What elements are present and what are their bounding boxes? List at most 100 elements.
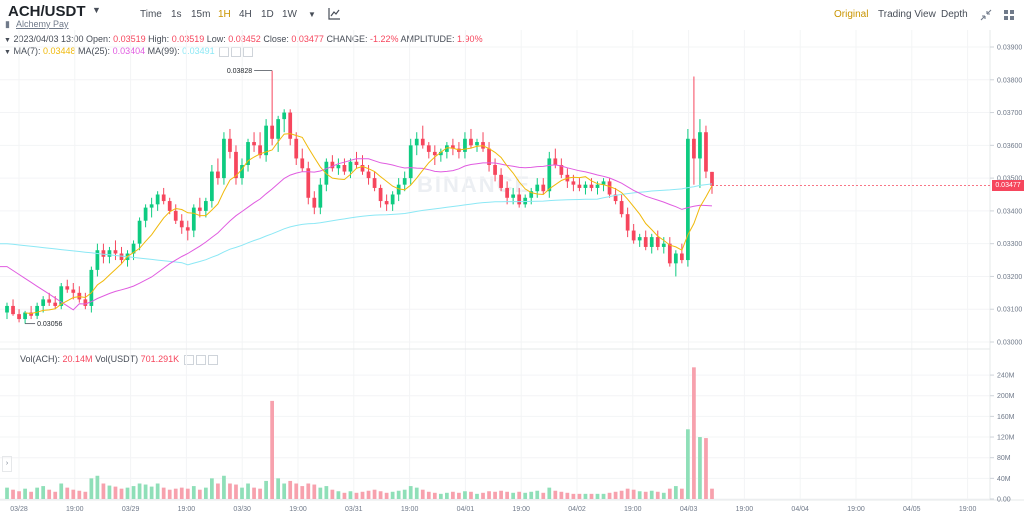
expand-panel-icon[interactable]: › [2, 456, 12, 472]
more-intervals-icon[interactable]: ▼ [308, 10, 316, 19]
candle-body [23, 312, 27, 320]
volume-bar [179, 487, 184, 499]
candle-body [372, 178, 377, 188]
candle-body [300, 158, 305, 169]
volume-bar [149, 486, 154, 499]
candle-body [258, 145, 262, 156]
price-tick-label: 0.03600 [997, 143, 1022, 150]
time-tick-label: 04/02 [568, 506, 586, 513]
candle-body [529, 191, 534, 198]
ma25-label: MA(25): [78, 46, 111, 56]
volume-bar [210, 478, 214, 499]
volume-bar [384, 492, 389, 499]
interval-15m[interactable]: 15m [191, 9, 211, 20]
candle-body [577, 184, 582, 188]
ma99-label: MA(99): [147, 46, 180, 56]
volume-bar [686, 429, 690, 499]
candle-body [547, 158, 552, 192]
volume-bar [475, 493, 479, 499]
vol-hide-icon[interactable] [195, 354, 206, 365]
time-tick-label: 19:00 [959, 506, 977, 513]
candle-body [601, 181, 606, 185]
volume-bar [432, 492, 437, 499]
vol-tick-label: 40M [997, 476, 1011, 483]
chart-indicator-icon[interactable] [328, 7, 341, 25]
collapse-caret-icon[interactable]: ▼ [4, 37, 11, 44]
candle-body [179, 220, 184, 228]
pair-full-name[interactable]: Alchemy Pay [16, 19, 69, 29]
interval-1d[interactable]: 1D [261, 9, 274, 20]
volume-bar [276, 478, 281, 499]
volume-bar [47, 489, 52, 499]
candle-body [264, 125, 268, 156]
candle-body [535, 184, 540, 192]
candle-body [71, 289, 76, 293]
time-tick-label: 19:00 [512, 506, 530, 513]
volume-bar [655, 491, 660, 499]
volume-bars [5, 367, 714, 499]
vol-settings-icon[interactable] [183, 354, 194, 365]
candle-body [559, 165, 564, 175]
candle-body [451, 145, 455, 149]
candle-body [390, 194, 395, 205]
candle-body [119, 253, 124, 261]
price-tick-label: 0.03500 [997, 176, 1022, 183]
volume-bar [77, 490, 82, 499]
collapse-icon[interactable] [980, 8, 992, 26]
candle-body [5, 305, 9, 313]
candle-body [438, 151, 443, 156]
volume-bar [420, 489, 425, 499]
volume-bar [631, 489, 636, 499]
volume-bar [101, 483, 106, 499]
view-original[interactable]: Original [834, 9, 869, 20]
view-depth[interactable]: Depth [941, 9, 968, 20]
price-markers: 0.03828 0.03056 [25, 68, 990, 328]
interval-time[interactable]: Time [140, 9, 162, 20]
candle-body [41, 299, 46, 306]
candle-body [107, 250, 112, 257]
volume-bar [35, 487, 40, 499]
volume-bar [378, 491, 383, 499]
volume-bar [457, 492, 461, 499]
pair-dropdown-icon[interactable]: ▼ [92, 5, 101, 15]
volume-bar [607, 492, 612, 499]
time-tick-label: 19:00 [401, 506, 419, 513]
interval-4h[interactable]: 4H [239, 9, 252, 20]
ma99-value: 0.03491 [182, 46, 215, 56]
vol-close-icon[interactable] [207, 354, 218, 365]
volume-bar [366, 490, 371, 499]
volume-bar [83, 491, 88, 499]
vol-tick-label: 120M [997, 435, 1015, 442]
volume-bar [595, 493, 600, 499]
grid-layout-icon[interactable] [1003, 8, 1015, 26]
volume-bar [589, 493, 594, 499]
volume-bar [71, 489, 76, 499]
candle-body [571, 181, 576, 185]
chart-grid [0, 30, 990, 500]
vol-tick-label: 80M [997, 455, 1011, 462]
ohlc-datetime: 2023/04/03 13:00 [13, 34, 84, 44]
interval-1s[interactable]: 1s [171, 9, 182, 20]
interval-1h[interactable]: 1H [218, 9, 231, 20]
price-axis: 0.039000.038000.037000.036000.035000.034… [990, 45, 1022, 347]
interval-1w[interactable]: 1W [282, 9, 297, 20]
volume-bar [318, 487, 323, 499]
volume-bar [402, 489, 407, 499]
time-tick-label: 04/01 [457, 506, 475, 513]
volume-bar [692, 367, 696, 499]
candle-body [698, 132, 702, 159]
watermark: BINANCE [417, 172, 532, 197]
candle-body [222, 138, 226, 179]
volume-bar [143, 484, 148, 499]
pair-symbol[interactable]: ACH/USDT [8, 3, 86, 20]
candle-body [649, 237, 654, 247]
candle-body [137, 220, 142, 244]
ma-caret-icon[interactable]: ▼ [4, 49, 11, 56]
candle-body [432, 151, 437, 156]
view-trading-view[interactable]: Trading View [878, 9, 936, 20]
candle-body [312, 197, 317, 208]
volume-bar [228, 483, 232, 499]
volume-bar [625, 488, 630, 499]
candle-body [306, 168, 311, 198]
